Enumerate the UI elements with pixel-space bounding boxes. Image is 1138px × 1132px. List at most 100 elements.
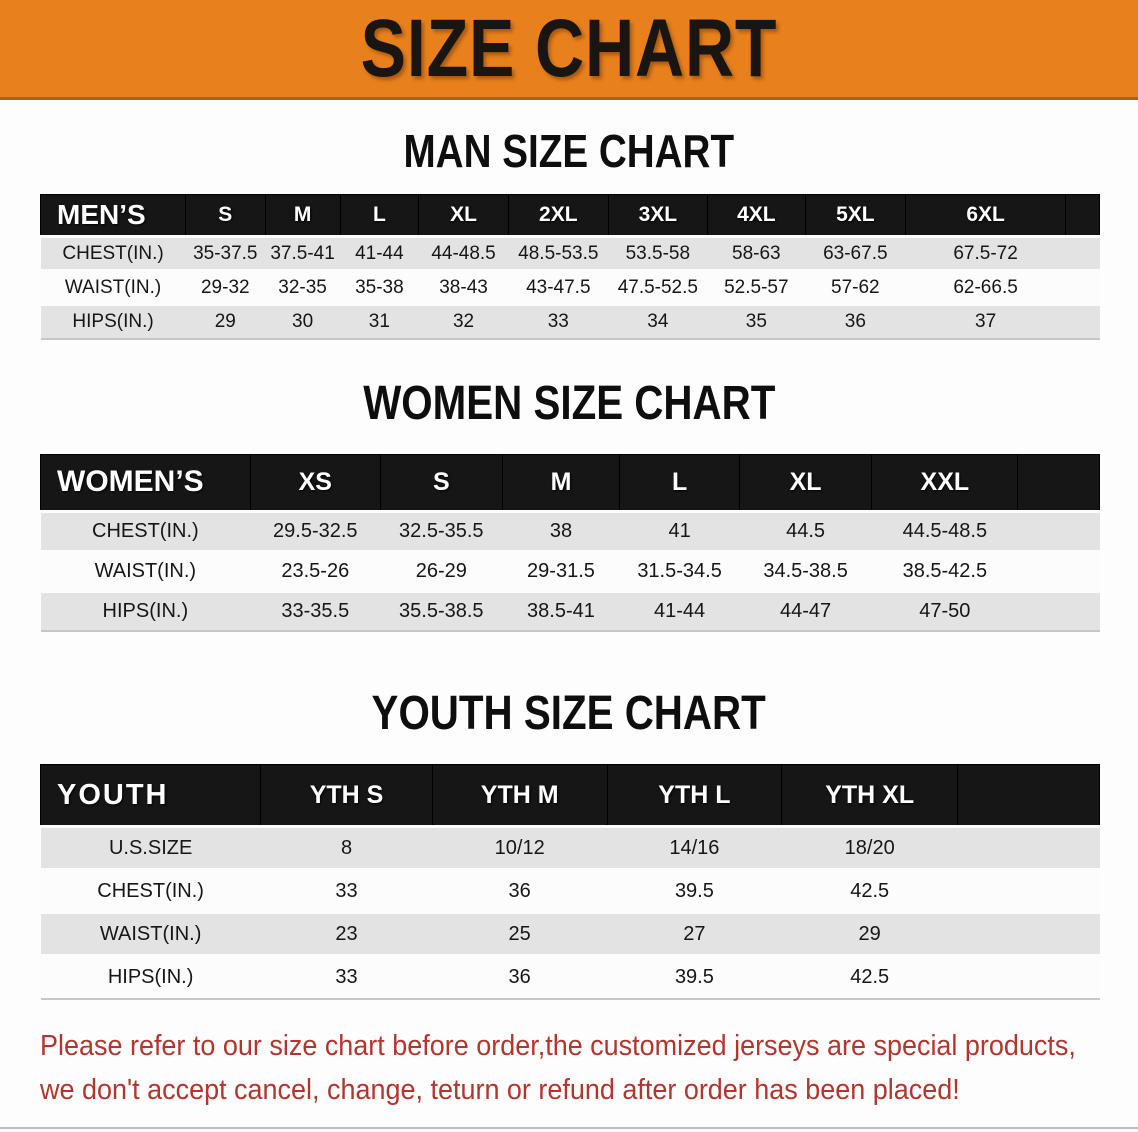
row-label: HIPS(IN.) — [40, 591, 251, 631]
value-cell: 23 — [260, 912, 433, 956]
men-section-heading: MAN SIZE CHART — [0, 128, 1138, 174]
value-cell: 67.5-72 — [905, 236, 1066, 271]
value-cell: 44.5 — [739, 511, 872, 551]
spacer-cell — [957, 826, 1100, 870]
value-cell: 47.5-52.5 — [608, 270, 708, 305]
value-cell: 30 — [265, 304, 341, 339]
spacer-cell — [957, 869, 1100, 913]
value-cell: 57-62 — [805, 270, 906, 305]
value-cell: 33 — [508, 304, 609, 339]
value-cell: 38-43 — [418, 270, 509, 305]
value-cell: 10/12 — [432, 826, 608, 870]
row-label: WAIST(IN.) — [40, 912, 261, 956]
mens-corner-cell: MEN’S — [39, 194, 187, 237]
youth-section-heading: YOUTH SIZE CHART — [0, 690, 1138, 738]
value-cell: 8 — [260, 826, 433, 870]
womens-size-table: WOMEN’S XS S M L XL XXL CHEST(IN.) 29.5-… — [40, 453, 1100, 632]
value-cell: 14/16 — [607, 826, 782, 870]
women-section-heading-text: WOMEN SIZE CHART — [362, 376, 776, 430]
table-row: WAIST(IN.) 23.5-26 26-29 29-31.5 31.5-34… — [40, 551, 1100, 591]
row-label: WAIST(IN.) — [40, 551, 251, 591]
value-cell: 18/20 — [781, 826, 958, 870]
row-label: WAIST(IN.) — [40, 270, 186, 305]
value-cell: 27 — [607, 912, 782, 956]
size-col-header: XXL — [871, 453, 1019, 512]
size-col-header: S — [185, 194, 266, 237]
size-col-header: 3XL — [607, 194, 709, 237]
spacer-cell — [1065, 236, 1100, 271]
spacer-cell — [1065, 304, 1100, 339]
bottom-divider — [0, 1127, 1138, 1129]
value-cell: 35.5-38.5 — [380, 591, 503, 631]
size-col-header: YTH XL — [781, 764, 959, 827]
value-cell: 35-38 — [340, 270, 419, 305]
value-cell: 33 — [260, 955, 433, 999]
value-cell: 38 — [502, 511, 620, 551]
value-cell: 29 — [781, 912, 958, 956]
size-col-header: L — [619, 453, 740, 512]
mens-header-row: MEN’S S M L XL 2XL 3XL 4XL 5XL 6XL — [39, 194, 1100, 237]
size-col-header: S — [379, 453, 503, 512]
value-cell: 25 — [432, 912, 608, 956]
value-cell: 32.5-35.5 — [380, 511, 503, 551]
spacer-cell — [957, 912, 1100, 956]
row-label: U.S.SIZE — [40, 826, 261, 870]
value-cell: 26-29 — [380, 551, 503, 591]
size-col-header: 2XL — [508, 194, 609, 237]
value-cell: 35-37.5 — [185, 236, 265, 271]
size-col-header: YTH S — [260, 764, 433, 827]
size-col-header: 4XL — [707, 194, 806, 237]
value-cell: 31.5-34.5 — [619, 551, 740, 591]
value-cell: 37.5-41 — [265, 236, 341, 271]
value-cell: 43-47.5 — [508, 270, 609, 305]
value-cell: 38.5-42.5 — [871, 551, 1018, 591]
spacer-cell — [1017, 511, 1100, 551]
table-row: WAIST(IN.) 23 25 27 29 — [40, 912, 1100, 956]
value-cell: 31 — [340, 304, 419, 339]
value-cell: 32 — [418, 304, 509, 339]
value-cell: 44-47 — [739, 591, 872, 631]
row-label: CHEST(IN.) — [40, 511, 251, 551]
value-cell: 36 — [432, 869, 608, 913]
size-col-header: YTH L — [606, 764, 783, 827]
value-cell: 23.5-26 — [250, 551, 381, 591]
table-row: HIPS(IN.) 33 36 39.5 42.5 — [40, 955, 1100, 999]
table-row: CHEST(IN.) 33 36 39.5 42.5 — [40, 869, 1100, 913]
women-section-heading: WOMEN SIZE CHART — [0, 376, 1138, 430]
youth-section-heading-text: YOUTH SIZE CHART — [371, 687, 767, 740]
value-cell: 29-31.5 — [502, 551, 620, 591]
value-cell: 39.5 — [607, 869, 782, 913]
banner: SIZE CHART — [0, 0, 1138, 100]
value-cell: 33-35.5 — [250, 591, 381, 631]
men-section-heading-text: MAN SIZE CHART — [403, 125, 735, 177]
size-col-header: 5XL — [804, 194, 907, 237]
size-col-header: 6XL — [905, 194, 1067, 237]
size-col-header: M — [264, 194, 341, 237]
spacer-cell — [1065, 194, 1100, 237]
size-col-header: L — [339, 194, 420, 237]
value-cell: 36 — [805, 304, 906, 339]
table-row: HIPS(IN.) 33-35.5 35.5-38.5 38.5-41 41-4… — [40, 591, 1100, 631]
disclaimer-line-2: we don't accept cancel, change, teturn o… — [40, 1074, 960, 1107]
value-cell: 34.5-38.5 — [739, 551, 872, 591]
mens-size-table: MEN’S S M L XL 2XL 3XL 4XL 5XL 6XL CHEST… — [39, 194, 1100, 340]
value-cell: 36 — [432, 955, 608, 999]
value-cell: 41-44 — [340, 236, 419, 271]
table-row: CHEST(IN.) 29.5-32.5 32.5-35.5 38 41 44.… — [40, 511, 1100, 551]
value-cell: 29 — [185, 304, 265, 339]
row-label: CHEST(IN.) — [40, 869, 261, 913]
value-cell: 29.5-32.5 — [250, 511, 381, 551]
value-cell: 62-66.5 — [905, 270, 1066, 305]
youth-header-row: YOUTH YTH S YTH M YTH L YTH XL — [39, 764, 1100, 827]
size-col-header: M — [501, 453, 621, 512]
value-cell: 29-32 — [185, 270, 265, 305]
value-cell: 41-44 — [619, 591, 740, 631]
value-cell: 47-50 — [871, 591, 1018, 631]
womens-corner-cell: WOMEN’S — [40, 453, 251, 512]
value-cell: 32-35 — [265, 270, 341, 305]
page-title: SIZE CHART — [360, 2, 778, 94]
value-cell: 34 — [608, 304, 708, 339]
value-cell: 44.5-48.5 — [871, 511, 1018, 551]
value-cell: 38.5-41 — [502, 591, 620, 631]
value-cell: 42.5 — [781, 955, 958, 999]
